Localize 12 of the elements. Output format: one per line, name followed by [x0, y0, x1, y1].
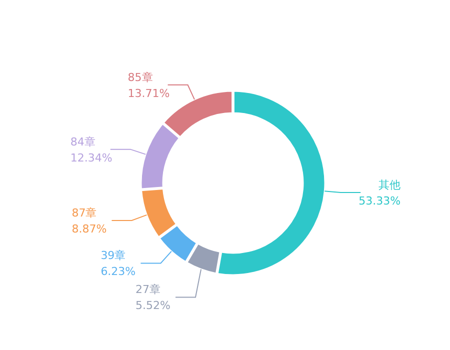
data-label: 5.52%: [135, 299, 170, 312]
data-label: 13.71%: [128, 86, 170, 100]
slice-label: 85章: [128, 70, 153, 84]
slice-label: 84章: [70, 135, 96, 148]
slice-label: 其他: [378, 178, 401, 192]
slice-label: 27章: [135, 283, 160, 296]
slice-label: 87章: [72, 206, 97, 220]
data-label: 53.33%: [358, 194, 401, 208]
slice-label: 39章: [100, 249, 126, 262]
data-label: 12.34%: [70, 151, 112, 164]
data-label: 8.87%: [72, 222, 107, 236]
data-label: 6.23%: [100, 265, 136, 278]
